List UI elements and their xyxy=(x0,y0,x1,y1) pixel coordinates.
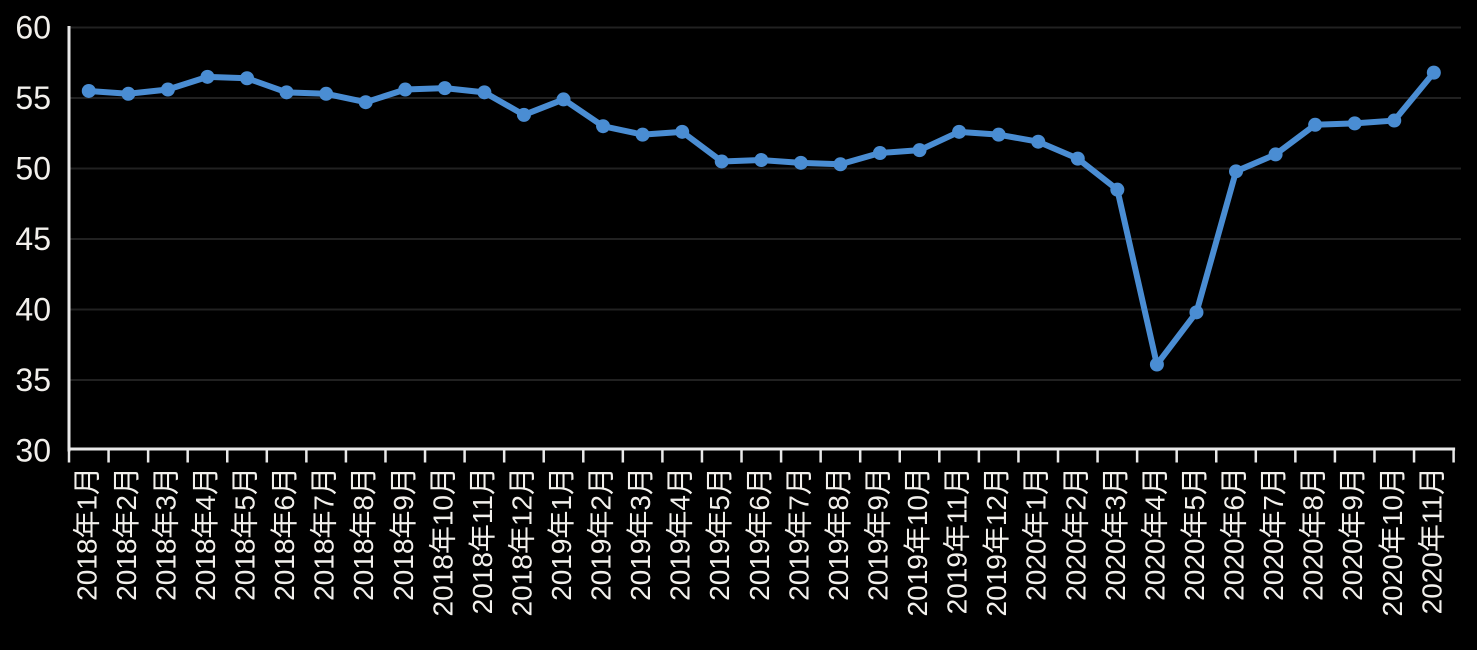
data-point xyxy=(319,86,334,101)
data-point xyxy=(477,85,492,100)
x-axis-tick-label: 2018年3月 xyxy=(150,467,181,601)
x-axis-tick-label: 2019年9月 xyxy=(862,467,893,601)
data-point xyxy=(556,92,571,107)
x-axis-tick-label: 2018年11月 xyxy=(467,467,498,614)
y-axis-tick-label: 35 xyxy=(15,362,51,398)
data-point xyxy=(1229,164,1244,179)
x-axis-tick-label: 2020年11月 xyxy=(1416,467,1447,614)
x-axis-tick-label: 2020年2月 xyxy=(1060,467,1091,601)
x-axis-tick-label: 2020年4月 xyxy=(1139,467,1170,601)
x-axis-tick-label: 2019年7月 xyxy=(783,467,814,601)
x-axis-tick-label: 2019年2月 xyxy=(586,467,617,601)
x-axis-tick-label: 2018年4月 xyxy=(190,467,221,601)
x-axis-tick-label: 2019年8月 xyxy=(823,467,854,601)
data-point xyxy=(1189,305,1204,320)
data-point xyxy=(1426,65,1441,80)
data-point xyxy=(793,155,808,170)
y-axis-tick-label: 50 xyxy=(15,151,51,187)
data-point xyxy=(833,157,848,172)
x-axis-tick-label: 2018年8月 xyxy=(348,467,379,601)
data-point xyxy=(160,82,175,97)
x-axis-tick-label: 2018年1月 xyxy=(71,467,102,601)
y-axis-tick-label: 55 xyxy=(15,80,51,116)
x-axis-tick-label: 2020年6月 xyxy=(1219,467,1250,601)
x-axis-tick-label: 2019年3月 xyxy=(625,467,656,601)
data-point xyxy=(1387,113,1402,128)
data-point xyxy=(1031,134,1046,149)
x-axis-tick-label: 2020年9月 xyxy=(1337,467,1368,601)
x-axis-tick-label: 2019年4月 xyxy=(665,467,696,601)
y-axis-tick-label: 30 xyxy=(15,433,51,469)
x-axis-tick-label: 2020年1月 xyxy=(1021,467,1052,601)
data-point xyxy=(398,82,413,97)
x-axis-tick-label: 2018年2月 xyxy=(111,467,142,601)
data-point xyxy=(675,124,690,139)
data-point xyxy=(596,119,611,134)
data-point xyxy=(991,127,1006,142)
x-axis-tick-label: 2018年7月 xyxy=(309,467,340,601)
data-point xyxy=(952,124,967,139)
x-axis-tick-label: 2018年12月 xyxy=(506,467,537,616)
data-point xyxy=(279,85,294,100)
data-point xyxy=(81,83,96,98)
x-axis-tick-label: 2019年12月 xyxy=(981,467,1012,616)
data-point xyxy=(358,95,373,110)
data-point xyxy=(1070,151,1085,166)
data-point xyxy=(240,71,255,86)
x-axis-tick-label: 2020年7月 xyxy=(1258,467,1289,601)
x-axis-tick-label: 2019年5月 xyxy=(704,467,735,601)
data-point xyxy=(754,153,769,168)
x-axis-tick-label: 2020年3月 xyxy=(1100,467,1131,601)
data-point xyxy=(437,81,452,96)
x-axis-tick-label: 2018年9月 xyxy=(388,467,419,601)
data-point xyxy=(635,127,650,142)
data-point xyxy=(1110,182,1125,197)
x-axis-tick-label: 2018年5月 xyxy=(230,467,261,601)
y-axis-tick-label: 40 xyxy=(15,292,51,328)
x-axis-tick-label: 2019年11月 xyxy=(942,467,973,614)
x-axis-tick-label: 2019年6月 xyxy=(744,467,775,601)
x-axis-tick-label: 2020年8月 xyxy=(1298,467,1329,601)
data-point xyxy=(121,86,136,101)
y-axis-tick-label: 60 xyxy=(15,10,51,46)
x-axis-tick-label: 2020年5月 xyxy=(1179,467,1210,601)
data-point xyxy=(1149,357,1164,372)
x-axis-tick-label: 2019年10月 xyxy=(902,467,933,616)
y-axis-tick-label: 45 xyxy=(15,221,51,257)
data-point xyxy=(200,69,215,84)
x-axis-tick-label: 2018年10月 xyxy=(427,467,458,616)
x-axis-tick-label: 2019年1月 xyxy=(546,467,577,601)
data-point xyxy=(872,145,887,160)
data-point xyxy=(516,107,531,122)
data-point xyxy=(714,154,729,169)
x-axis-tick-label: 2018年6月 xyxy=(269,467,300,601)
data-point xyxy=(912,143,927,158)
data-point xyxy=(1308,117,1323,132)
x-axis-tick-label: 2020年10月 xyxy=(1377,467,1408,616)
data-point xyxy=(1347,116,1362,131)
data-point xyxy=(1268,147,1283,162)
